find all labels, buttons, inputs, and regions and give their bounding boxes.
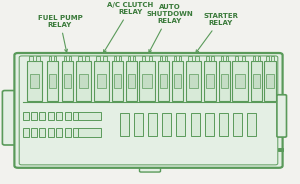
Bar bbox=[205, 113, 214, 136]
Bar bbox=[162, 113, 171, 136]
Bar bbox=[56, 128, 62, 137]
Bar bbox=[27, 61, 42, 101]
Bar bbox=[247, 113, 256, 136]
Bar bbox=[278, 148, 283, 151]
Bar bbox=[22, 112, 28, 120]
Bar bbox=[235, 74, 245, 88]
FancyBboxPatch shape bbox=[14, 53, 283, 168]
Bar bbox=[190, 113, 200, 136]
Bar bbox=[128, 56, 130, 61]
Bar bbox=[73, 112, 79, 120]
Bar bbox=[206, 74, 214, 88]
Bar bbox=[189, 74, 198, 88]
Bar bbox=[78, 128, 101, 137]
Text: FUEL PUMP
RELAY: FUEL PUMP RELAY bbox=[38, 15, 82, 52]
Bar bbox=[48, 112, 54, 120]
Bar bbox=[266, 56, 269, 61]
Bar bbox=[235, 56, 238, 61]
Bar bbox=[56, 112, 62, 120]
Bar bbox=[174, 74, 181, 88]
Bar bbox=[54, 56, 56, 61]
Bar bbox=[73, 128, 79, 137]
Bar bbox=[48, 128, 54, 137]
FancyBboxPatch shape bbox=[277, 95, 286, 137]
Bar bbox=[29, 56, 33, 61]
Bar bbox=[47, 61, 58, 101]
Bar bbox=[114, 74, 121, 88]
Bar bbox=[242, 56, 245, 61]
Bar bbox=[253, 74, 260, 88]
Bar bbox=[204, 61, 216, 101]
Bar bbox=[76, 61, 91, 101]
Bar bbox=[114, 56, 116, 61]
FancyBboxPatch shape bbox=[2, 91, 22, 145]
FancyBboxPatch shape bbox=[140, 163, 160, 172]
Bar bbox=[142, 56, 145, 61]
Bar bbox=[160, 56, 162, 61]
Bar bbox=[165, 56, 167, 61]
Bar bbox=[174, 56, 176, 61]
Bar bbox=[188, 56, 192, 61]
Bar bbox=[96, 56, 100, 61]
Text: A/C CLUTCH
RELAY: A/C CLUTCH RELAY bbox=[103, 2, 154, 53]
Bar bbox=[176, 113, 185, 136]
Bar bbox=[133, 56, 135, 61]
Bar bbox=[258, 56, 260, 61]
Bar bbox=[226, 56, 228, 61]
Text: STARTER
RELAY: STARTER RELAY bbox=[196, 13, 238, 53]
Bar bbox=[36, 56, 40, 61]
Bar bbox=[78, 112, 101, 120]
Bar bbox=[39, 112, 45, 120]
Bar bbox=[172, 61, 183, 101]
Bar bbox=[264, 61, 276, 101]
Bar bbox=[221, 74, 228, 88]
Bar bbox=[94, 61, 109, 101]
Bar bbox=[64, 56, 66, 61]
Bar bbox=[31, 112, 37, 120]
Bar bbox=[79, 74, 88, 88]
Bar bbox=[253, 56, 255, 61]
Bar bbox=[179, 56, 181, 61]
Bar bbox=[148, 113, 157, 136]
Bar bbox=[64, 128, 70, 137]
Bar bbox=[126, 61, 137, 101]
Bar bbox=[251, 61, 262, 101]
Bar bbox=[186, 61, 201, 101]
Bar bbox=[120, 113, 129, 136]
Bar bbox=[112, 61, 123, 101]
Bar bbox=[85, 56, 88, 61]
Bar bbox=[31, 128, 37, 137]
Bar bbox=[158, 61, 169, 101]
Bar bbox=[219, 113, 228, 136]
Bar bbox=[97, 74, 106, 88]
Bar bbox=[139, 61, 155, 101]
Bar bbox=[149, 56, 152, 61]
Bar bbox=[220, 56, 223, 61]
Bar bbox=[22, 128, 28, 137]
Bar bbox=[128, 74, 135, 88]
Bar bbox=[219, 61, 230, 101]
Bar bbox=[64, 74, 71, 88]
Bar bbox=[30, 74, 39, 88]
Bar bbox=[39, 128, 45, 137]
Bar bbox=[69, 56, 71, 61]
Bar bbox=[64, 112, 70, 120]
Bar bbox=[49, 56, 51, 61]
Bar bbox=[62, 61, 73, 101]
Bar bbox=[233, 113, 242, 136]
Bar bbox=[232, 61, 248, 101]
Bar bbox=[206, 56, 209, 61]
Bar bbox=[134, 113, 143, 136]
Bar bbox=[119, 56, 122, 61]
Text: AUTO
SHUTDOWN
RELAY: AUTO SHUTDOWN RELAY bbox=[146, 4, 193, 53]
Bar bbox=[49, 74, 56, 88]
Bar bbox=[195, 56, 199, 61]
Bar bbox=[271, 56, 274, 61]
Bar bbox=[160, 74, 167, 88]
Bar bbox=[103, 56, 106, 61]
Bar bbox=[211, 56, 214, 61]
Bar bbox=[78, 56, 82, 61]
Bar bbox=[266, 74, 274, 88]
Bar bbox=[142, 74, 152, 88]
